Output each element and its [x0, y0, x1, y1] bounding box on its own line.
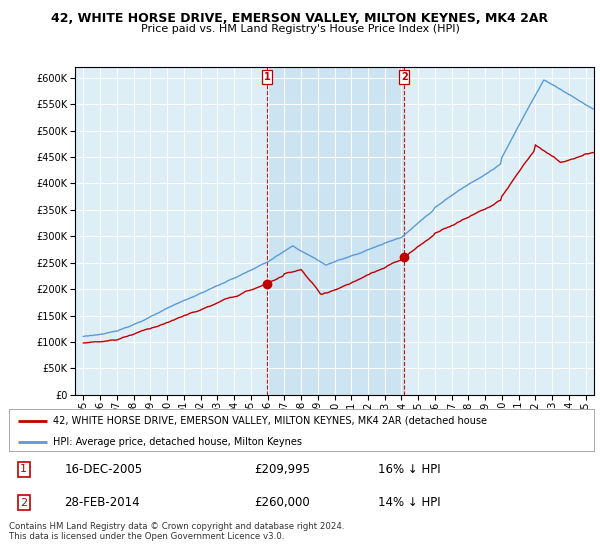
- Text: 2: 2: [20, 497, 27, 507]
- Text: Contains HM Land Registry data © Crown copyright and database right 2024.
This d: Contains HM Land Registry data © Crown c…: [9, 522, 344, 542]
- Text: 42, WHITE HORSE DRIVE, EMERSON VALLEY, MILTON KEYNES, MK4 2AR: 42, WHITE HORSE DRIVE, EMERSON VALLEY, M…: [52, 12, 548, 25]
- Bar: [267, 67, 404, 395]
- Text: 14% ↓ HPI: 14% ↓ HPI: [377, 496, 440, 509]
- Text: 42, WHITE HORSE DRIVE, EMERSON VALLEY, MILTON KEYNES, MK4 2AR (detached house: 42, WHITE HORSE DRIVE, EMERSON VALLEY, M…: [53, 416, 487, 426]
- Text: 1: 1: [20, 464, 27, 474]
- Text: 28-FEB-2014: 28-FEB-2014: [65, 496, 140, 509]
- Text: £209,995: £209,995: [254, 463, 311, 475]
- Text: 1: 1: [263, 72, 270, 82]
- Text: £260,000: £260,000: [254, 496, 310, 509]
- Text: Price paid vs. HM Land Registry's House Price Index (HPI): Price paid vs. HM Land Registry's House …: [140, 24, 460, 34]
- Text: 16-DEC-2005: 16-DEC-2005: [65, 463, 143, 475]
- Text: 16% ↓ HPI: 16% ↓ HPI: [377, 463, 440, 475]
- Text: 2: 2: [401, 72, 407, 82]
- Text: HPI: Average price, detached house, Milton Keynes: HPI: Average price, detached house, Milt…: [53, 437, 302, 446]
